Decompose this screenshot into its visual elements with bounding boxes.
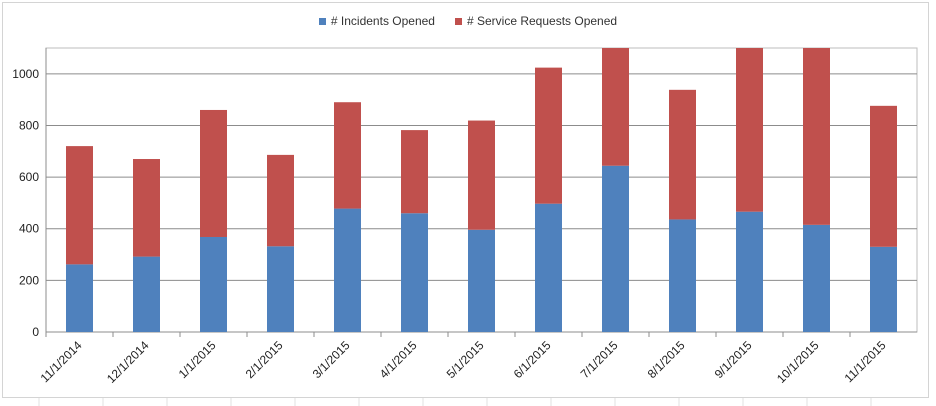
- x-tick-label-6: 5/1/2015: [444, 338, 487, 381]
- y-tick-label-3: 600: [19, 170, 39, 184]
- y-tick-label-0: 0: [32, 325, 39, 339]
- bar-incidents-2: [200, 236, 227, 332]
- x-tick-label-2: 1/1/2015: [176, 338, 219, 381]
- x-tick-label-10: 9/1/2015: [712, 338, 755, 381]
- bar-service-requests-6: [468, 120, 495, 230]
- bar-incidents-5: [401, 213, 428, 332]
- bar-incidents-9: [669, 219, 696, 332]
- legend-label-service-requests: # Service Requests Opened: [466, 14, 618, 28]
- x-tick-label-4: 3/1/2015: [310, 338, 353, 381]
- x-tick-label-9: 8/1/2015: [645, 338, 688, 381]
- x-tick-label-1: 12/1/2014: [104, 338, 152, 386]
- bar-service-requests-5: [401, 130, 428, 214]
- bar-service-requests-10: [736, 48, 763, 212]
- bar-incidents-12: [870, 246, 897, 332]
- bar-service-requests-7: [535, 67, 562, 204]
- y-tick-label-2: 400: [19, 222, 39, 236]
- bar-service-requests-9: [669, 89, 696, 220]
- bar-incidents-10: [736, 211, 763, 332]
- y-tick-label-5: 1000: [12, 67, 39, 81]
- bar-service-requests-2: [200, 109, 227, 237]
- x-tick-label-5: 4/1/2015: [377, 338, 420, 381]
- x-tick-label-7: 6/1/2015: [511, 338, 554, 381]
- x-tick-label-12: 11/1/2015: [842, 338, 889, 385]
- bar-incidents-8: [602, 165, 629, 332]
- legend-swatch-incidents: [318, 17, 326, 25]
- bar-incidents-1: [133, 256, 160, 332]
- bar-incidents-0: [66, 264, 93, 332]
- bar-incidents-7: [535, 203, 562, 332]
- bar-incidents-6: [468, 229, 495, 332]
- bar-incidents-11: [803, 224, 830, 332]
- legend-label-incidents: # Incidents Opened: [330, 14, 435, 28]
- x-tick-label-8: 7/1/2015: [578, 338, 621, 381]
- legend-item-service-requests: # Service Requests Opened: [454, 14, 618, 28]
- bar-service-requests-11: [803, 48, 830, 225]
- x-tick-label-11: 10/1/2015: [774, 338, 822, 386]
- legend-item-incidents: # Incidents Opened: [318, 14, 435, 28]
- bar-incidents-4: [334, 208, 361, 332]
- bar-incidents-3: [267, 246, 294, 332]
- bar-service-requests-3: [267, 154, 294, 247]
- x-tick-label-3: 2/1/2015: [243, 338, 286, 381]
- y-tick-label-1: 200: [19, 273, 39, 287]
- bar-service-requests-12: [870, 105, 897, 247]
- legend-swatch-service-requests: [454, 17, 462, 25]
- bar-service-requests-4: [334, 102, 361, 209]
- bar-service-requests-0: [66, 146, 93, 265]
- y-tick-label-4: 800: [19, 118, 39, 132]
- x-tick-label-0: 11/1/2014: [38, 338, 85, 385]
- bar-service-requests-1: [133, 159, 160, 257]
- bar-service-requests-8: [602, 48, 629, 166]
- chart-legend: # Incidents Opened # Service Requests Op…: [0, 14, 936, 28]
